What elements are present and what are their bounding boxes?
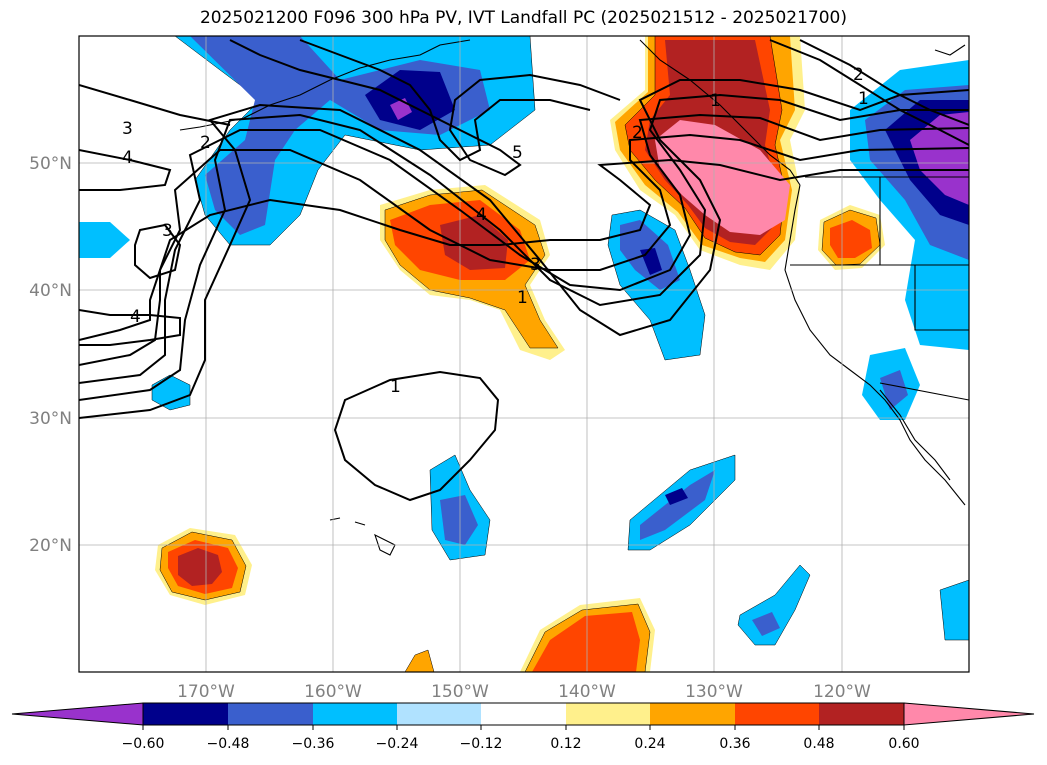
- colorbar-bin: [650, 703, 735, 725]
- coastline-alaska: [239, 39, 471, 121]
- pv-contour-label: 1: [858, 89, 869, 109]
- lon-label-150w: 150°W: [431, 682, 489, 702]
- pv-contour-label: 1: [390, 377, 401, 397]
- lon-label-120w: 120°W: [813, 682, 871, 702]
- pv-contour-labels: 3 4 2 3 4 5 4 3 1 2 1 2 1 1: [122, 65, 869, 397]
- pv-contour-label: 1: [517, 288, 528, 308]
- pv-contour-east-2: [769, 39, 969, 146]
- pv-contour-label: 4: [122, 148, 133, 168]
- neg-anomaly-small-30n: [151, 374, 191, 411]
- neg-anomaly-125w-15n-mid: [752, 612, 780, 636]
- longitude-labels: 170°W 160°W 150°W 140°W 130°W 120°W: [177, 682, 871, 702]
- pos-anomaly-150w-core: [440, 215, 508, 270]
- pv-contour-2-south: [79, 93, 969, 401]
- map-title: 2025021200 F096 300 hPa PV, IVT Landfall…: [199, 8, 847, 28]
- colorbar-bin: [143, 703, 228, 725]
- border-states: [790, 177, 969, 331]
- pv-contour-east-1: [799, 39, 969, 126]
- lat-label-20n: 20°N: [29, 536, 72, 556]
- colorbar-tick-label: 0.12: [550, 736, 581, 752]
- shading-layer: [79, 36, 969, 672]
- colorbar-tick-label: 0.48: [803, 736, 834, 752]
- pos-anomaly-170w-18n-core: [178, 548, 222, 586]
- colorbar-bin: [313, 703, 397, 725]
- colorbar-tick-label: 0.24: [634, 736, 665, 752]
- colorbar-bin: [481, 703, 566, 725]
- lat-label-30n: 30°N: [29, 409, 72, 429]
- pv-contour-label: 2: [853, 65, 864, 85]
- border-us-mexico: [879, 382, 969, 401]
- colorbar-extend-max: [903, 702, 1035, 726]
- pos-anomaly-coast-peak: [655, 120, 790, 235]
- pos-anomaly-inland-red: [830, 220, 872, 258]
- pv-contour-label: 3: [122, 119, 133, 139]
- pv-contour-label: 2: [632, 123, 643, 143]
- pv-contour-label: 5: [512, 143, 523, 163]
- pv-contour-1-loop-30n: [333, 370, 500, 502]
- colorbar-tick-label: −0.12: [460, 736, 503, 752]
- pv-contour-north-inner: [299, 39, 591, 162]
- island-hawaii: [329, 517, 396, 556]
- pv-contours: [79, 39, 969, 502]
- lat-label-40n: 40°N: [29, 281, 72, 301]
- lon-label-160w: 160°W: [304, 682, 362, 702]
- pv-contour-north-4: [79, 149, 172, 191]
- neg-anomaly-socal-mid: [880, 370, 908, 410]
- colorbar-tick-label: −0.60: [122, 736, 165, 752]
- pv-contour-label: 2: [200, 133, 211, 153]
- colorbar-bin: [566, 703, 650, 725]
- pv-contour-north-3: [79, 84, 231, 126]
- colorbar-frame: [142, 702, 905, 726]
- pv-contour-label: 4: [476, 205, 487, 225]
- pv-contour-loop-3: [134, 223, 182, 280]
- neg-anomaly-far-east: [939, 579, 969, 641]
- coastline-baja: [879, 389, 951, 481]
- colorbar-ticks: [142, 725, 905, 730]
- neg-anomaly-135w-25n-core: [665, 488, 688, 505]
- lon-label-170w: 170°W: [177, 682, 235, 702]
- neg-anomaly-125w-15n: [737, 564, 811, 646]
- pv-contour-label: 4: [130, 307, 141, 327]
- coastline-west-us: [784, 184, 966, 506]
- colorbar-bin: [228, 703, 313, 725]
- neg-anomaly-east-peak: [910, 112, 969, 205]
- colorbar-tick-label: −0.24: [376, 736, 419, 752]
- lat-label-50n: 50°N: [29, 154, 72, 174]
- pv-contour-north-center: [229, 39, 621, 177]
- pv-contour-label: 3: [162, 221, 173, 241]
- pos-anomaly-155w-10n: [404, 649, 435, 672]
- pv-contour-5: [79, 158, 969, 341]
- pv-contour-label: 1: [710, 91, 721, 111]
- colorbar-bin: [735, 703, 819, 725]
- colorbar-tick-label: 0.60: [888, 736, 919, 752]
- pv-contour-west-4: [79, 309, 181, 346]
- colorbar-tick-label: 0.36: [719, 736, 750, 752]
- colorbar-extend-min: [11, 702, 144, 726]
- map-frame: [78, 35, 970, 673]
- colorbar-tick-label: −0.48: [207, 736, 250, 752]
- pv-contour-label: 3: [530, 255, 541, 275]
- neg-anomaly-west: [79, 222, 130, 258]
- pos-anomaly-140w-10n-red: [532, 612, 640, 672]
- lon-label-130w: 130°W: [685, 682, 743, 702]
- neg-anomaly-135w-25n-mid: [640, 470, 715, 540]
- colorbar-tick-label: −0.36: [292, 736, 335, 752]
- coastline-east-edge: [934, 44, 966, 56]
- lon-label-140w: 140°W: [558, 682, 616, 702]
- colorbar-bin: [819, 703, 904, 725]
- neg-anomaly-150w-20n-mid: [440, 495, 478, 545]
- colorbar-bin: [397, 703, 481, 725]
- latitude-labels: 50°N 40°N 30°N 20°N: [29, 154, 72, 556]
- colorbar: −0.60 −0.48 −0.36 −0.24 −0.12 0.12 0.24 …: [11, 702, 1035, 752]
- map-area: 3 4 2 3 4 5 4 3 1 2 1 2 1 1: [79, 36, 969, 672]
